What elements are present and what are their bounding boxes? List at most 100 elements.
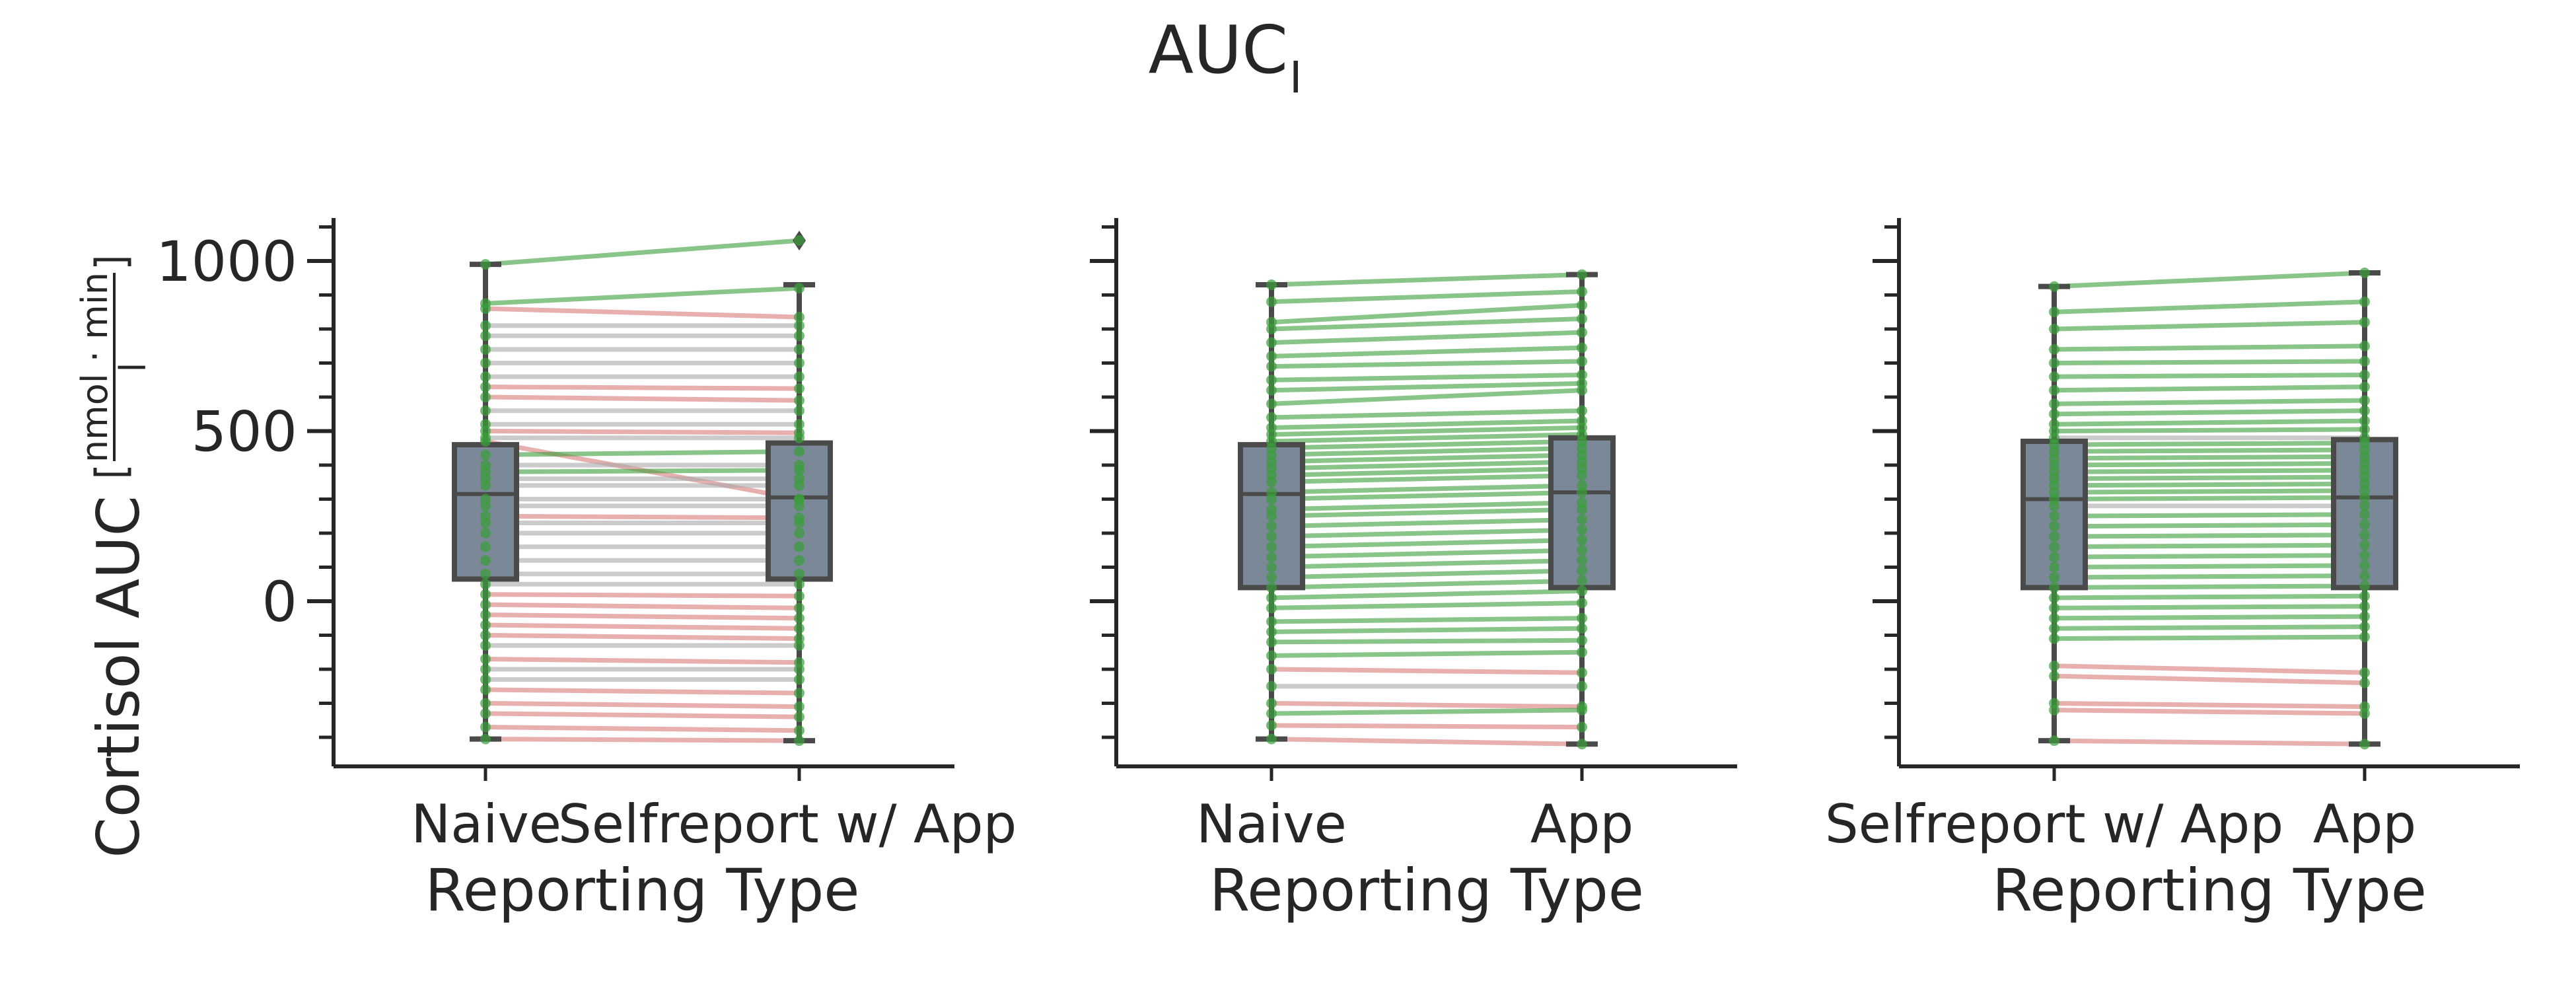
pair-line (485, 285, 800, 306)
pair-line (1271, 723, 1583, 730)
data-point (794, 701, 805, 712)
pair-line (1271, 708, 1583, 716)
pair-line (485, 602, 800, 610)
data-point (1577, 470, 1587, 481)
pair-line (2054, 563, 2365, 569)
pair-line (1271, 381, 1583, 393)
pair-line (2054, 624, 2365, 631)
data-point (480, 674, 491, 685)
data-point (2359, 621, 2370, 632)
pair-line (1271, 466, 1583, 478)
data-point (2359, 529, 2370, 540)
data-point (2049, 521, 2059, 532)
data-point (480, 568, 491, 579)
data-point (480, 449, 491, 460)
pair-line (1271, 638, 1583, 645)
data-point (480, 721, 491, 733)
data-point (480, 303, 491, 314)
pair-line (2054, 468, 2365, 474)
data-point (480, 640, 491, 651)
pair-line (2054, 481, 2365, 488)
data-point (1577, 299, 1587, 311)
pair-line (1271, 345, 1583, 359)
pair-line (1271, 558, 1583, 569)
pair-line (2054, 708, 2365, 716)
data-point (2049, 660, 2059, 671)
pair-line (2054, 673, 2365, 686)
data-point (1577, 286, 1587, 297)
x-axis-label: Reporting Type (1992, 856, 2427, 924)
data-point (1266, 592, 1277, 603)
data-point (480, 480, 491, 491)
data-point (1577, 544, 1587, 556)
data-point (2359, 369, 2370, 381)
pair-line (2054, 542, 2365, 550)
data-point (2049, 562, 2059, 573)
pair-line (485, 657, 800, 665)
x-tick-label: Naive (1196, 793, 1347, 855)
data-point (2049, 582, 2059, 593)
data-point (794, 555, 805, 566)
pair-line (1271, 568, 1583, 580)
data-points (1266, 269, 1587, 750)
data-point (794, 383, 805, 394)
data-point (2359, 519, 2370, 531)
data-point (480, 664, 491, 675)
data-point (2359, 416, 2370, 427)
data-point (1266, 603, 1277, 614)
data-point (794, 603, 805, 614)
data-point (794, 664, 805, 675)
pair-line (485, 429, 800, 435)
data-point (1577, 680, 1587, 692)
data-point (1266, 541, 1277, 552)
data-point (2359, 601, 2370, 612)
pair-line (1271, 445, 1583, 458)
data-point (1577, 597, 1587, 608)
pair-line (1271, 432, 1583, 444)
unit-bracket-left (93, 468, 131, 476)
pair-line (2054, 512, 2365, 519)
data-point (794, 371, 805, 383)
pair-line (1271, 316, 1583, 332)
pair-line (2054, 359, 2365, 365)
data-point (794, 725, 805, 736)
pair-line (1271, 626, 1583, 634)
data-point (480, 435, 491, 447)
data-point (480, 405, 491, 416)
pair-line (1271, 330, 1583, 346)
data-point (794, 640, 805, 651)
data-point (2359, 423, 2370, 435)
data-point (1577, 405, 1587, 416)
pair-line (485, 737, 800, 743)
data-point (2049, 541, 2059, 552)
data-point (1266, 636, 1277, 647)
pair-line (1271, 408, 1583, 420)
y-axis-label: Cortisol AUC (85, 495, 153, 858)
data-point (1266, 494, 1277, 505)
data-point (2049, 357, 2059, 369)
pair-line (1271, 500, 1583, 512)
data-point (1266, 521, 1277, 532)
pair-line (2054, 593, 2365, 601)
data-point (1577, 313, 1587, 324)
pair-line (1271, 537, 1583, 550)
data-point (2049, 603, 2059, 614)
data-point (794, 432, 805, 443)
data-point (1266, 531, 1277, 542)
pair-line (1271, 373, 1583, 383)
data-point (1577, 721, 1587, 733)
pair-line (2054, 522, 2365, 529)
data-point (1266, 351, 1277, 362)
data-point (480, 517, 491, 529)
data-point (480, 653, 491, 665)
data-point (480, 344, 491, 355)
data-point (480, 620, 491, 631)
data-point (2359, 570, 2370, 581)
data-point (794, 283, 805, 294)
pair-line (485, 449, 800, 458)
data-point (480, 381, 491, 392)
data-point (480, 259, 491, 270)
